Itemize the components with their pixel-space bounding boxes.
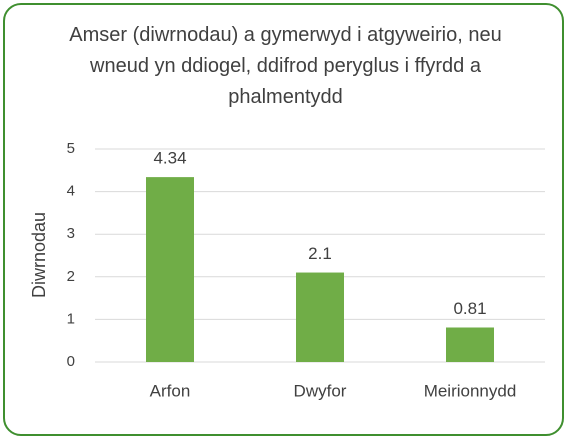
y-tick-label: 0 [67, 353, 75, 370]
value-label: 0.81 [453, 299, 486, 318]
y-tick-label: 5 [67, 140, 75, 157]
bar [296, 272, 344, 362]
y-tick-label: 1 [67, 310, 75, 327]
value-label: 4.34 [153, 149, 186, 168]
x-tick-label: Arfon [150, 381, 191, 400]
chart-title: Amser (diwrnodau) a gymerwyd i atgyweiri… [69, 24, 502, 108]
bar [146, 177, 194, 362]
value-label: 2.1 [308, 244, 332, 263]
x-tick-label: Dwyfor [294, 381, 347, 400]
y-axis-label: Diwrnodau [29, 212, 49, 298]
y-tick-label: 3 [67, 225, 75, 242]
bar [446, 327, 494, 362]
chart-border [3, 3, 564, 436]
x-tick-label: Meirionnydd [424, 381, 517, 400]
y-tick-label: 4 [67, 183, 75, 200]
y-tick-label: 2 [67, 268, 75, 285]
